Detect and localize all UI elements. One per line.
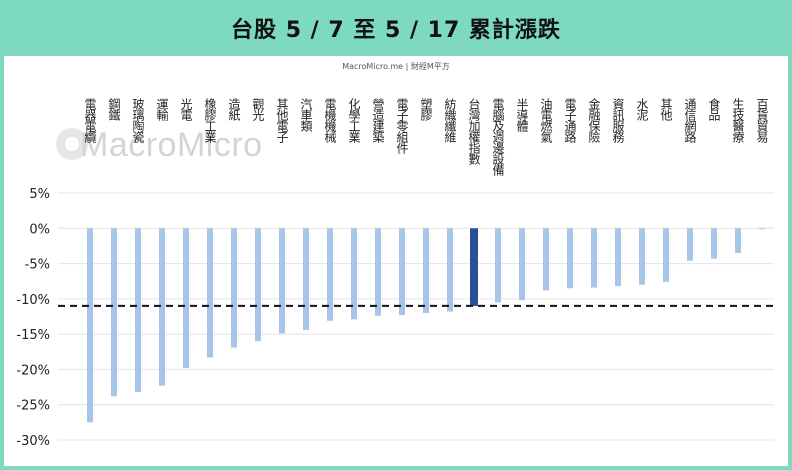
bar [447, 228, 453, 312]
category-label: 觀光 [251, 98, 265, 121]
y-tick-label: 5% [29, 187, 50, 202]
bar [183, 228, 189, 369]
category-label: 運輸 [155, 98, 169, 121]
bar [351, 228, 357, 320]
category-label: 電腦及週邊設備 [491, 98, 505, 177]
bar [735, 228, 741, 253]
bar [231, 228, 237, 348]
bar [567, 228, 573, 289]
category-label: 資訊服務 [611, 98, 625, 144]
bar [87, 228, 93, 423]
watermark: MacroMicro [80, 126, 263, 164]
category-label: 玻璃陶瓷 [131, 98, 145, 143]
y-tick-label: -25% [16, 399, 50, 414]
category-label: 汽車類 [299, 97, 313, 133]
category-label: 生技醫療 [731, 98, 745, 143]
bar [615, 228, 621, 287]
bar [495, 228, 501, 303]
bar [519, 228, 525, 301]
bar [663, 228, 669, 282]
category-label: 光電 [179, 98, 193, 121]
category-label: 紡織纖維 [443, 97, 457, 143]
bar [255, 228, 261, 342]
bar [399, 228, 405, 316]
category-label: 橡膠工業 [203, 98, 217, 143]
bar [759, 228, 765, 230]
category-label: 台灣加權指數 [467, 97, 481, 166]
category-label: 鋼鐵 [107, 98, 121, 122]
bar [687, 228, 693, 261]
y-tick-label: 0% [29, 222, 50, 237]
category-label: 電子通路 [563, 98, 577, 144]
category-label: 油電燃氣 [539, 98, 553, 143]
y-tick-label: -20% [16, 363, 50, 378]
source-label: MacroMicro.me | 財經M平方 [342, 62, 450, 71]
y-tick-label: -10% [16, 293, 50, 308]
bar [207, 228, 213, 358]
category-label: 化學工業 [347, 98, 361, 143]
y-tick-label: -30% [16, 434, 50, 449]
category-label: 金融保險 [587, 97, 601, 144]
bar [279, 228, 285, 334]
bar [711, 228, 717, 259]
category-label: 造紙 [227, 98, 241, 122]
category-label: 其他電子 [275, 98, 289, 143]
bar [327, 228, 333, 321]
chart-title: 台股 5 / 7 至 5 / 17 累計漲跌 [0, 0, 792, 56]
bar [135, 228, 141, 393]
category-label: 其他 [659, 98, 673, 121]
category-label: 食品 [707, 97, 721, 121]
bar [423, 228, 429, 313]
bar [639, 228, 645, 285]
category-label: 百貨貿易 [755, 98, 769, 144]
category-label: 塑膠 [419, 97, 433, 122]
category-label: 電子零組件 [395, 98, 409, 154]
category-label: 電機機械 [323, 98, 337, 143]
bar [111, 228, 117, 397]
bar [303, 228, 309, 330]
category-label: 水泥 [635, 98, 649, 121]
y-tick-label: -5% [25, 258, 50, 273]
bar [159, 228, 165, 386]
bar [375, 228, 381, 316]
bar [543, 228, 549, 291]
category-label: 半導體 [515, 98, 529, 133]
category-label: 電器電纜 [83, 98, 97, 144]
y-tick-label: -15% [16, 328, 50, 343]
category-label: 營造建築 [371, 98, 385, 143]
category-label: 通信網路 [683, 98, 697, 144]
bar [591, 228, 597, 288]
watermark-logo-icon [56, 128, 88, 160]
bar [470, 228, 478, 306]
